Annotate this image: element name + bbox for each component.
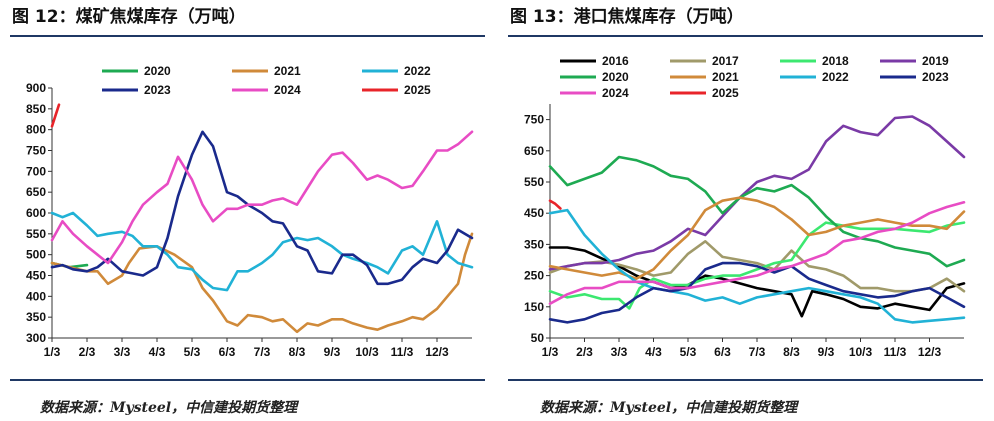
left-x-tick-label: 8/3 bbox=[289, 345, 306, 359]
right-series-line-2021 bbox=[548, 196, 966, 280]
right-y-tick-label: 650 bbox=[524, 144, 544, 158]
right-x-tick-label: 1/3 bbox=[542, 345, 559, 359]
left-y-tick-label: 700 bbox=[26, 164, 46, 178]
right-legend-label-2020: 2020 bbox=[602, 70, 629, 84]
left-y-tick-label: 300 bbox=[26, 331, 46, 345]
right-legend-label-2024: 2024 bbox=[602, 86, 629, 100]
right-x-tick-label: 12/3 bbox=[918, 345, 942, 359]
right-legend-label-2016: 2016 bbox=[602, 54, 629, 68]
left-legend-label-2020: 2020 bbox=[144, 64, 171, 78]
left-series-line-2023 bbox=[50, 130, 474, 286]
left-x-tick-label: 1/3 bbox=[44, 345, 61, 359]
right-legend-label-2022: 2022 bbox=[822, 70, 849, 84]
right-x-tick-label: 5/3 bbox=[680, 345, 697, 359]
left-series-line-2021 bbox=[50, 232, 474, 334]
left-y-tick-label: 400 bbox=[26, 289, 46, 303]
right-legend-label-2017: 2017 bbox=[712, 54, 739, 68]
left-series-line-2024 bbox=[50, 130, 474, 265]
left-y-tick-label: 450 bbox=[26, 269, 46, 283]
left-x-tick-label: 9/3 bbox=[324, 345, 341, 359]
left-legend-label-2022: 2022 bbox=[404, 64, 431, 78]
left-series-line-2025 bbox=[50, 103, 61, 128]
right-y-tick-label: 750 bbox=[524, 113, 544, 127]
right-legend-label-2025: 2025 bbox=[712, 86, 739, 100]
left-chart-title: 图 12：煤矿焦煤库存（万吨） bbox=[12, 7, 246, 27]
left-chart: 300 350 400 450 500 550 600 650 700 750 800 850 900 1… bbox=[26, 64, 474, 359]
left-y-tick-label: 800 bbox=[26, 123, 46, 137]
right-legend-label-2018: 2018 bbox=[822, 54, 849, 68]
right-series-line-2022 bbox=[548, 208, 966, 324]
right-x-tick-label: 7/3 bbox=[749, 345, 766, 359]
right-bottom-rule bbox=[508, 379, 983, 381]
right-source-note: 数据来源：Mysteel，中信建投期货整理 bbox=[540, 400, 798, 416]
right-chart: 50 150 250 350 450 550 650 750 1/3 2/3 3/3 4/3 5/3 6/… bbox=[524, 54, 966, 359]
left-x-tick-label: 7/3 bbox=[254, 345, 271, 359]
right-legend-label-2021: 2021 bbox=[712, 70, 739, 84]
right-y-tick-label: 550 bbox=[524, 175, 544, 189]
left-y-tick-label: 850 bbox=[26, 102, 46, 116]
left-legend-label-2025: 2025 bbox=[404, 83, 431, 97]
right-y-tick-label: 250 bbox=[524, 269, 544, 283]
left-bottom-rule bbox=[10, 379, 485, 381]
right-x-tick-label: 2/3 bbox=[576, 345, 593, 359]
left-y-tick-label: 750 bbox=[26, 144, 46, 158]
left-series-line-2022 bbox=[50, 211, 474, 292]
left-x-tick-label: 4/3 bbox=[149, 345, 166, 359]
right-x-tick-label: 4/3 bbox=[645, 345, 662, 359]
right-series-line-2020 bbox=[548, 155, 966, 268]
left-x-tick-label: 6/3 bbox=[219, 345, 236, 359]
left-source-note: 数据来源：Mysteel，中信建投期货整理 bbox=[40, 400, 298, 416]
right-legend-label-2019: 2019 bbox=[922, 54, 949, 68]
right-series-line-2023 bbox=[548, 261, 966, 324]
right-y-tick-label: 450 bbox=[524, 206, 544, 220]
right-x-tick-label: 3/3 bbox=[611, 345, 628, 359]
right-chart-title: 图 13：港口焦煤库存（万吨） bbox=[510, 7, 744, 27]
left-x-tick-label: 11/3 bbox=[391, 345, 414, 359]
left-x-tick-label: 2/3 bbox=[79, 345, 96, 359]
left-y-tick-label: 900 bbox=[26, 81, 46, 95]
left-x-tick-label: 3/3 bbox=[114, 345, 131, 359]
right-y-tick-label: 350 bbox=[524, 237, 544, 251]
left-y-tick-label: 500 bbox=[26, 248, 46, 262]
right-x-tick-label: 6/3 bbox=[714, 345, 731, 359]
right-series-line-2016 bbox=[548, 246, 966, 318]
left-legend-label-2021: 2021 bbox=[274, 64, 301, 78]
right-title-rule bbox=[508, 35, 983, 37]
left-legend-label-2023: 2023 bbox=[144, 83, 171, 97]
right-x-tick-label: 10/3 bbox=[849, 345, 873, 359]
left-y-tick-label: 550 bbox=[26, 227, 46, 241]
right-series-line-2019 bbox=[548, 115, 966, 271]
left-x-tick-label: 12/3 bbox=[425, 345, 449, 359]
right-series-line-2017 bbox=[548, 240, 966, 293]
right-series-line-2025 bbox=[548, 199, 562, 210]
right-x-tick-label: 11/3 bbox=[884, 345, 907, 359]
right-y-tick-label: 50 bbox=[531, 331, 545, 345]
right-legend-label-2023: 2023 bbox=[922, 70, 949, 84]
left-y-tick-label: 600 bbox=[26, 206, 46, 220]
right-x-tick-label: 8/3 bbox=[783, 345, 800, 359]
left-y-tick-label: 350 bbox=[26, 310, 46, 324]
right-y-tick-label: 150 bbox=[524, 300, 544, 314]
right-x-tick-label: 9/3 bbox=[818, 345, 835, 359]
left-title-rule bbox=[10, 35, 485, 37]
left-y-tick-label: 650 bbox=[26, 185, 46, 199]
left-x-tick-label: 5/3 bbox=[184, 345, 201, 359]
right-series-line-2024 bbox=[548, 201, 966, 306]
left-x-tick-label: 10/3 bbox=[355, 345, 379, 359]
left-legend-label-2024: 2024 bbox=[274, 83, 301, 97]
